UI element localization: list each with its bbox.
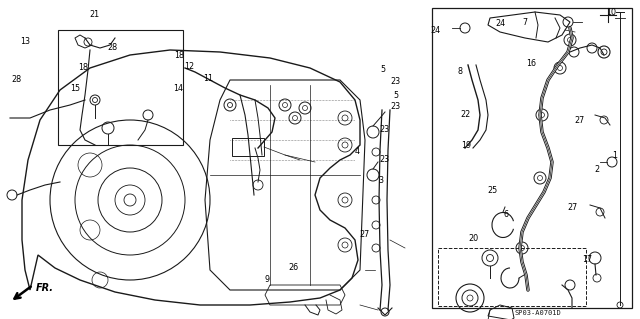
Text: SP03-A0701D: SP03-A0701D <box>515 310 561 316</box>
Text: 26: 26 <box>288 263 298 272</box>
Text: 28: 28 <box>11 75 21 84</box>
Text: 5: 5 <box>380 65 385 74</box>
Text: 27: 27 <box>360 230 370 239</box>
Bar <box>438 248 586 306</box>
Text: FR.: FR. <box>36 283 54 293</box>
Text: 19: 19 <box>461 141 471 150</box>
Text: 14: 14 <box>173 84 183 93</box>
Text: 6: 6 <box>503 210 508 219</box>
Text: 1: 1 <box>612 151 617 160</box>
Text: 5: 5 <box>393 91 398 100</box>
Text: 13: 13 <box>20 37 31 46</box>
Bar <box>58 30 183 145</box>
Bar <box>232 138 264 156</box>
Text: 17: 17 <box>582 256 593 264</box>
Text: 25: 25 <box>488 186 498 195</box>
Text: 21: 21 <box>90 11 100 19</box>
Text: 4: 4 <box>355 147 360 156</box>
Text: 8: 8 <box>457 67 462 76</box>
Text: 11: 11 <box>203 74 213 83</box>
Text: 18: 18 <box>78 63 88 72</box>
Text: 16: 16 <box>526 59 536 68</box>
Text: 27: 27 <box>574 116 584 125</box>
Text: 23: 23 <box>390 102 401 111</box>
Text: 18: 18 <box>174 51 184 60</box>
Text: 9: 9 <box>265 275 270 284</box>
Text: 7: 7 <box>522 19 527 27</box>
Text: 3: 3 <box>378 176 383 185</box>
Text: 27: 27 <box>568 204 578 212</box>
Text: 23: 23 <box>390 77 401 86</box>
Text: 2: 2 <box>594 165 599 174</box>
Text: 10: 10 <box>606 8 616 17</box>
Text: 28: 28 <box>107 43 117 52</box>
Text: 12: 12 <box>184 63 194 71</box>
Text: 24: 24 <box>430 26 440 35</box>
Text: 24: 24 <box>495 19 506 28</box>
Text: 23: 23 <box>379 155 389 164</box>
Text: 20: 20 <box>468 234 479 243</box>
Text: 22: 22 <box>461 110 471 119</box>
Bar <box>432 8 632 308</box>
Text: 15: 15 <box>70 84 81 93</box>
Text: 23: 23 <box>379 125 389 134</box>
